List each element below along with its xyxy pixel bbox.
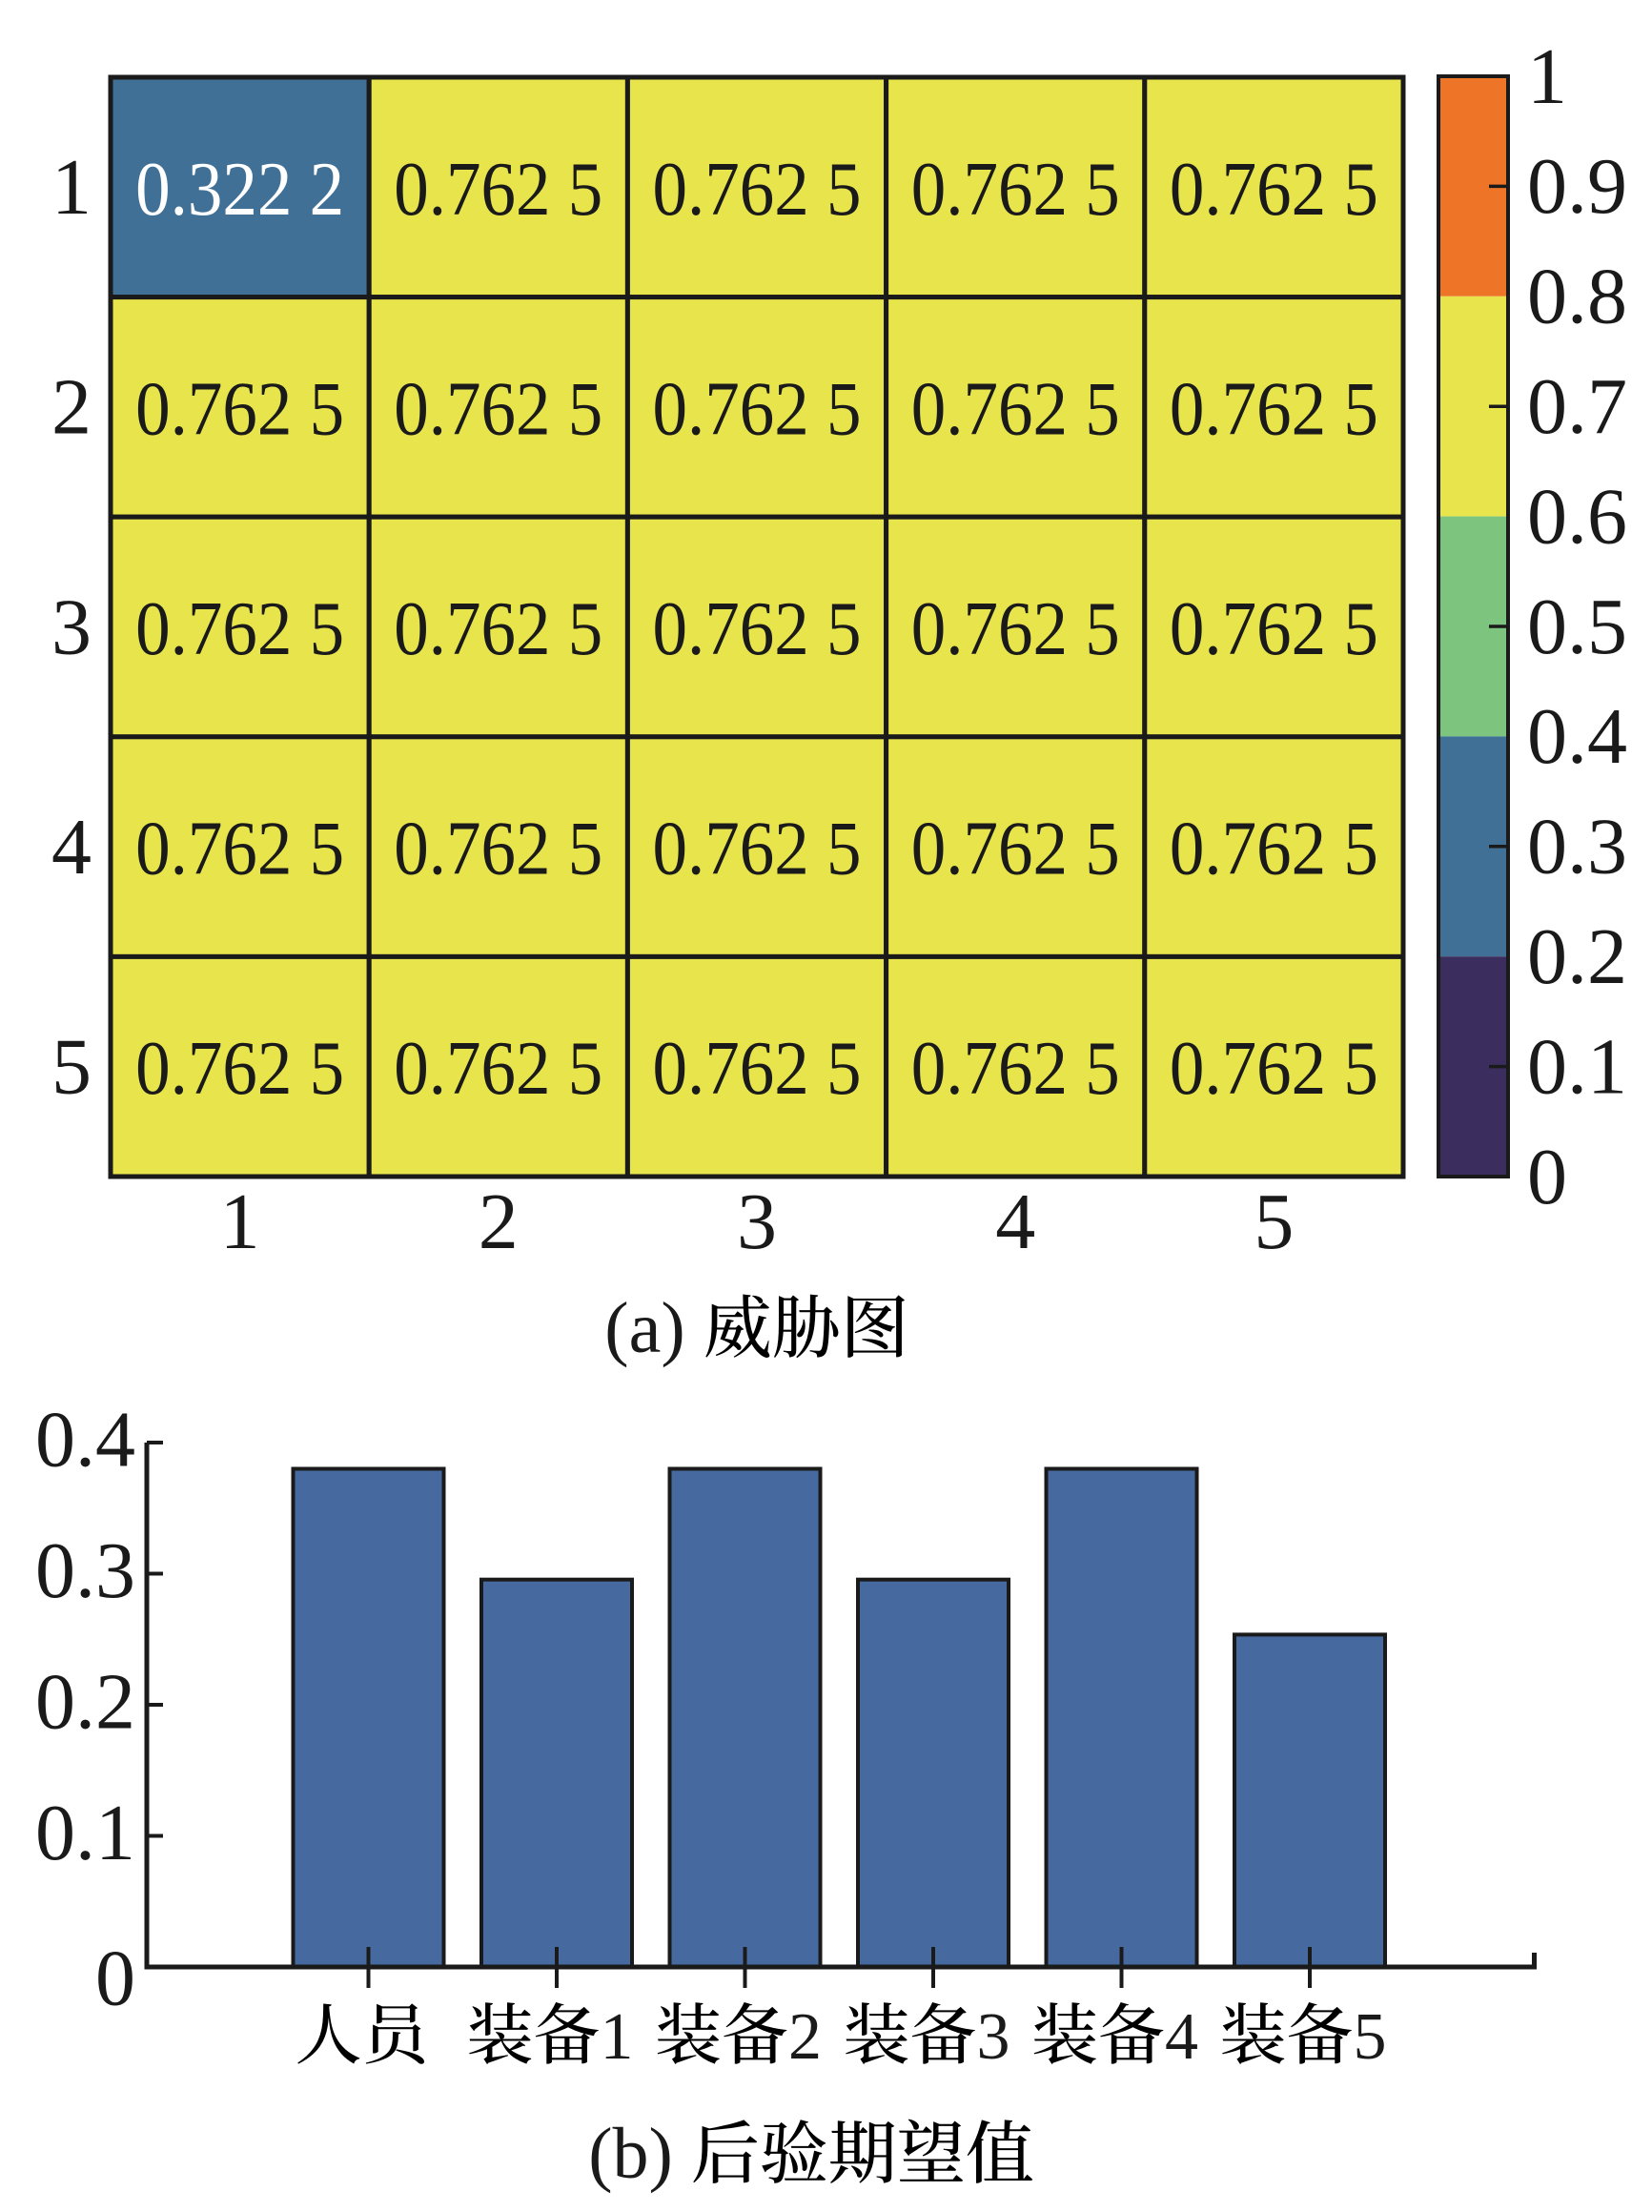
svg-text:0.7: 0.7 [1527, 362, 1627, 451]
svg-text:0.762 5: 0.762 5 [1170, 148, 1378, 232]
svg-text:2: 2 [479, 1178, 519, 1266]
svg-text:3: 3 [737, 1178, 777, 1266]
svg-text:0.762 5: 0.762 5 [653, 148, 862, 232]
svg-text:0.5: 0.5 [1527, 583, 1627, 671]
svg-text:4: 4 [51, 803, 92, 891]
svg-text:0: 0 [95, 1934, 135, 2022]
svg-text:0.762 5: 0.762 5 [1170, 367, 1378, 451]
svg-text:0.762 5: 0.762 5 [394, 1027, 602, 1111]
svg-text:2: 2 [788, 2000, 822, 2074]
svg-text:5: 5 [1354, 2000, 1387, 2074]
svg-text:0.762 5: 0.762 5 [135, 1027, 344, 1111]
svg-text:5: 5 [51, 1023, 92, 1112]
svg-text:3: 3 [977, 2000, 1010, 2074]
svg-text:2: 2 [51, 363, 92, 452]
svg-text:1: 1 [51, 143, 92, 232]
svg-text:1: 1 [601, 2000, 634, 2074]
svg-text:(b): (b) [588, 2114, 673, 2194]
svg-text:0.762 5: 0.762 5 [394, 587, 602, 671]
svg-text:0.762 5: 0.762 5 [135, 808, 344, 891]
svg-text:(a): (a) [604, 1288, 684, 1368]
svg-text:0.762 5: 0.762 5 [911, 808, 1120, 891]
svg-text:0.6: 0.6 [1527, 472, 1627, 561]
svg-text:4: 4 [995, 1178, 1035, 1266]
svg-text:0.2: 0.2 [35, 1657, 135, 1746]
svg-text:0.762 5: 0.762 5 [394, 148, 602, 232]
svg-text:0.762 5: 0.762 5 [653, 808, 862, 891]
svg-text:5: 5 [1254, 1178, 1294, 1266]
svg-text:0.762 5: 0.762 5 [394, 808, 602, 891]
svg-text:4: 4 [1165, 2000, 1198, 2074]
svg-text:0.762 5: 0.762 5 [911, 148, 1120, 232]
svg-text:0.762 5: 0.762 5 [394, 367, 602, 451]
svg-text:0.762 5: 0.762 5 [653, 367, 862, 451]
svg-text:0.9: 0.9 [1527, 142, 1627, 231]
svg-text:0.8: 0.8 [1527, 253, 1627, 341]
svg-text:1: 1 [220, 1178, 260, 1266]
svg-text:0.762 5: 0.762 5 [911, 367, 1120, 451]
svg-text:0.762 5: 0.762 5 [653, 1027, 862, 1111]
svg-text:0.762 5: 0.762 5 [1170, 1027, 1378, 1111]
svg-text:0: 0 [1527, 1133, 1567, 1221]
svg-text:0.1: 0.1 [1527, 1022, 1627, 1111]
svg-text:0.2: 0.2 [1527, 912, 1627, 1001]
svg-text:0.4: 0.4 [1527, 692, 1627, 781]
svg-text:0.762 5: 0.762 5 [653, 587, 862, 671]
svg-text:3: 3 [51, 583, 92, 671]
svg-text:0.3: 0.3 [1527, 803, 1627, 891]
svg-text:0.1: 0.1 [35, 1789, 135, 1877]
svg-text:0.4: 0.4 [35, 1395, 135, 1484]
svg-text:0.3: 0.3 [35, 1526, 135, 1615]
svg-text:0.762 5: 0.762 5 [1170, 808, 1378, 891]
svg-text:0.762 5: 0.762 5 [1170, 587, 1378, 671]
svg-text:0.322 2: 0.322 2 [135, 148, 344, 232]
svg-text:0.762 5: 0.762 5 [911, 587, 1120, 671]
svg-text:0.762 5: 0.762 5 [135, 587, 344, 671]
svg-text:0.762 5: 0.762 5 [911, 1027, 1120, 1111]
svg-text:0.762 5: 0.762 5 [135, 367, 344, 451]
svg-text:1: 1 [1527, 32, 1567, 121]
